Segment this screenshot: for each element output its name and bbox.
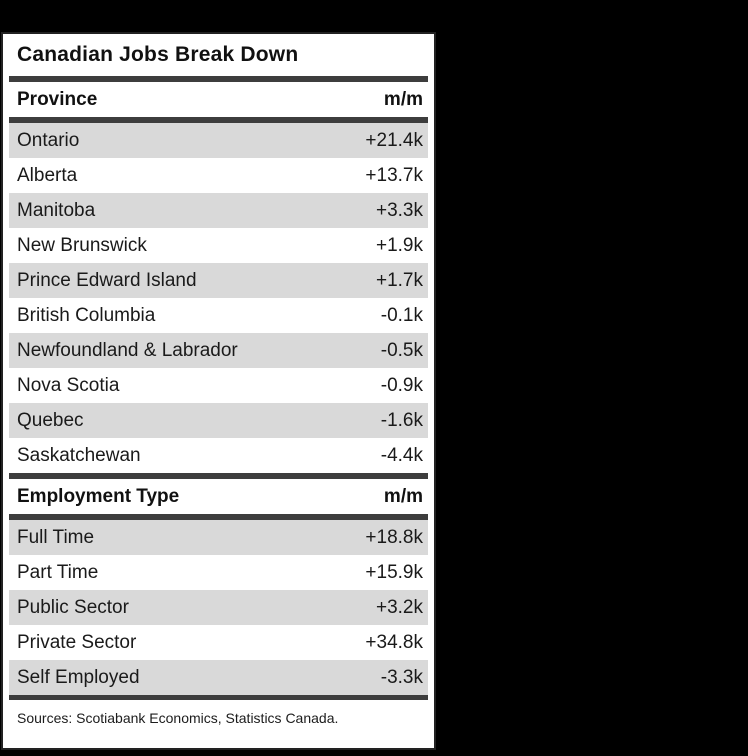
table-row: Part Time +15.9k <box>9 555 428 590</box>
table-row: Alberta +13.7k <box>9 158 428 193</box>
table-row: Private Sector +34.8k <box>9 625 428 660</box>
mm-column-header: m/m <box>383 485 423 507</box>
table-row: Ontario +21.4k <box>9 123 428 158</box>
table-row: Nova Scotia -0.9k <box>9 368 428 403</box>
row-label: Manitoba <box>17 199 96 221</box>
row-label: New Brunswick <box>17 234 147 256</box>
row-label: Full Time <box>17 526 95 548</box>
row-value: +18.8k <box>365 526 423 548</box>
row-value: +15.9k <box>365 561 423 583</box>
mm-column-header: m/m <box>383 88 423 110</box>
province-rows: Ontario +21.4k Alberta +13.7k Manitoba +3.3k N… <box>9 123 428 473</box>
row-label: Saskatchewan <box>17 444 141 466</box>
table-row: Self Employed -3.3k <box>9 660 428 695</box>
row-value: +21.4k <box>365 129 423 151</box>
row-label: British Columbia <box>17 304 156 326</box>
row-label: Part Time <box>17 561 99 583</box>
employment-type-rows: Full Time +18.8k Part Time +15.9k Public Sec… <box>9 520 428 695</box>
table-row: British Columbia -0.1k <box>9 298 428 333</box>
employment-type-column-header: Employment Type <box>17 485 180 507</box>
row-value: +3.2k <box>375 596 423 618</box>
row-value: -4.4k <box>380 444 423 466</box>
header-divider <box>9 117 428 123</box>
province-column-header: Province <box>17 88 98 110</box>
table-row: Saskatchewan -4.4k <box>9 438 428 473</box>
row-value: +34.8k <box>365 631 423 653</box>
row-label: Prince Edward Island <box>17 269 197 291</box>
row-value: -1.6k <box>380 409 423 431</box>
header-divider <box>9 514 428 520</box>
row-value: -0.5k <box>380 339 423 361</box>
row-value: +13.7k <box>365 164 423 186</box>
jobs-table-card-inner: Canadian Jobs Break Down Province m/m On… <box>3 34 434 748</box>
table-row: Prince Edward Island +1.7k <box>9 263 428 298</box>
table-row: Full Time +18.8k <box>9 520 428 555</box>
footer-divider <box>9 695 428 700</box>
section-header-employment-type: Employment Type m/m <box>9 479 428 514</box>
table-row: Manitoba +3.3k <box>9 193 428 228</box>
row-value: +1.7k <box>375 269 423 291</box>
row-label: Quebec <box>17 409 84 431</box>
row-label: Self Employed <box>17 666 140 688</box>
table-row: New Brunswick +1.9k <box>9 228 428 263</box>
jobs-table-card: Canadian Jobs Break Down Province m/m On… <box>1 32 436 750</box>
row-value: -3.3k <box>380 666 423 688</box>
title-divider <box>9 76 428 82</box>
table-row: Public Sector +3.2k <box>9 590 428 625</box>
row-label: Nova Scotia <box>17 374 120 396</box>
section-header-province: Province m/m <box>9 82 428 117</box>
row-label: Ontario <box>17 129 80 151</box>
table-row: Quebec -1.6k <box>9 403 428 438</box>
row-label: Newfoundland & Labrador <box>17 339 238 361</box>
row-value: +1.9k <box>375 234 423 256</box>
table-row: Newfoundland & Labrador -0.5k <box>9 333 428 368</box>
row-value: -0.1k <box>380 304 423 326</box>
row-label: Private Sector <box>17 631 137 653</box>
row-label: Public Sector <box>17 596 129 618</box>
source-note: Sources: Scotiabank Economics, Statistic… <box>17 710 339 726</box>
section-divider <box>9 473 428 479</box>
chart-title: Canadian Jobs Break Down <box>17 43 299 66</box>
row-value: +3.3k <box>375 199 423 221</box>
row-value: -0.9k <box>380 374 423 396</box>
row-label: Alberta <box>17 164 78 186</box>
